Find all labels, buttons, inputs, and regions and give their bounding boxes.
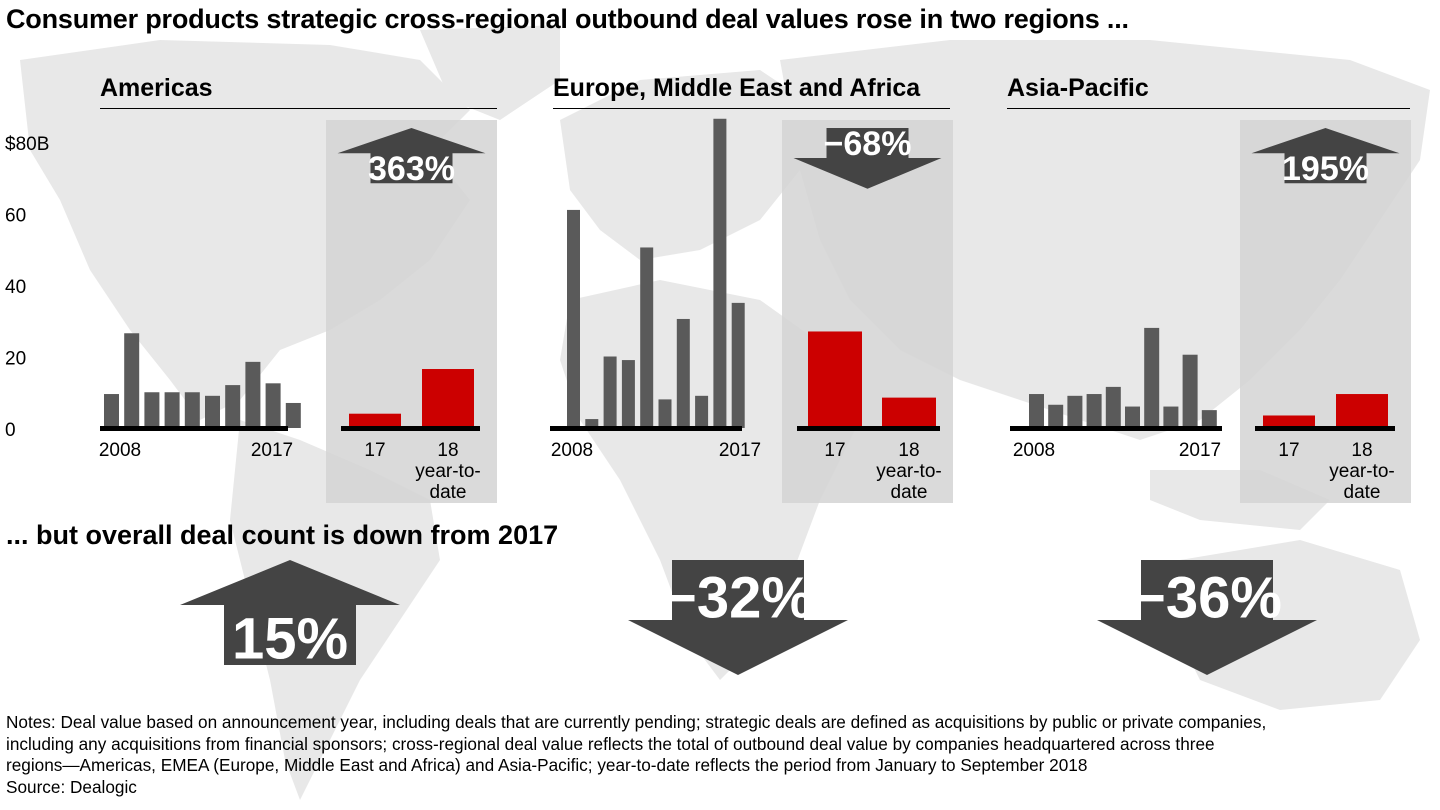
comparison-bar-americas-17 [349,413,401,428]
comparison-axis-apac [1255,426,1395,431]
value-change-arrow-emea [793,128,942,189]
y-tick-label: 40 [5,277,26,298]
comparison-axis-emea [797,426,940,431]
y-tick-label: 60 [5,206,26,227]
history-bar-apac-2012 [1105,386,1121,428]
history-bar-emea-2010 [603,356,617,428]
comparison-category-label: 17 [364,440,385,461]
history-bar-emea-2014 [676,318,690,428]
comparison-category-sublabel: year-to- [415,461,480,482]
history-bar-americas-2016 [265,383,281,428]
history-bar-emea-2017 [731,302,745,428]
deal-count-arrow-americas [180,560,400,665]
notes-line: Notes: Deal value based on announcement … [6,712,1267,732]
history-axis-apac [1010,426,1222,431]
x-tick-label: 2017 [719,440,761,461]
history-bar-apac-2015 [1163,406,1179,428]
history-bar-apac-2008 [1029,394,1044,428]
history-bar-apac-2016 [1182,354,1198,428]
history-bar-americas-2017 [285,402,301,428]
deal-count-arrow-americas-label: 15% [232,607,348,672]
comparison-axis-americas [341,426,480,431]
comparison-bar-americas-18 [422,369,474,428]
value-change-arrow-apac [1251,128,1400,184]
x-tick-label: 2017 [251,440,293,461]
history-bar-americas-2013 [205,395,220,428]
x-tick-label: 2017 [1179,440,1221,461]
region-rule-americas [100,108,497,109]
comparison-panel-apac [1240,120,1411,503]
x-tick-label: 2008 [551,440,593,461]
history-bar-americas-2015 [245,361,261,428]
x-tick-label: 2008 [99,440,141,461]
source-line: Source: Dealogic [6,776,137,797]
comparison-bar-apac-18 [1336,394,1388,428]
history-bar-emea-2008 [567,209,580,428]
region-rule-apac [1007,108,1410,109]
y-tick-label: $80B [5,134,49,155]
history-bar-americas-2012 [184,392,200,428]
history-bar-americas-2011 [164,392,180,428]
history-bar-apac-2017 [1201,410,1217,428]
history-bar-emea-2013 [658,399,672,428]
deal-count-arrow-emea-label: −32% [663,565,813,630]
region-title-americas: Americas [100,74,213,102]
history-bar-apac-2013 [1125,406,1140,428]
notes: Notes: Deal value based on announcement … [6,712,1436,798]
notes-line: including any acquisitions from financia… [6,733,1215,754]
comparison-bar-emea-18 [882,397,936,428]
history-bar-apac-2009 [1048,404,1064,428]
region-rule-emea [553,108,950,109]
comparison-category-sublabel: date [430,482,467,503]
comparison-bar-apac-17 [1263,415,1315,428]
value-change-arrow-americas-label: 363% [368,150,455,188]
comparison-category-sublabel: date [891,482,928,503]
comparison-bar-emea-17 [808,331,862,428]
history-bar-americas-2014 [225,385,241,428]
y-tick-label: 20 [5,349,26,370]
history-bar-emea-2016 [713,118,727,428]
comparison-category-label: 17 [1278,440,1299,461]
comparison-panel-americas [326,120,497,503]
value-change-arrow-americas [337,128,486,184]
deal-count-arrow-emea [628,560,848,675]
comparison-category-label: 18 [1351,440,1372,461]
comparison-category-sublabel: year-to- [1329,461,1394,482]
history-bar-americas-2009 [124,333,140,428]
map-europe [560,70,820,260]
comparison-category-label: 18 [898,440,919,461]
history-bar-americas-2010 [144,392,160,428]
region-title-emea: Europe, Middle East and Africa [553,74,921,102]
notes-line: regions—Americas, EMEA (Europe, Middle E… [6,755,1088,775]
history-bar-apac-2011 [1086,394,1102,428]
history-bar-apac-2014 [1144,327,1160,428]
history-axis-americas [100,426,288,431]
history-bar-apac-2010 [1067,395,1083,428]
deal-count-arrow-apac-label: −36% [1132,565,1282,630]
comparison-category-sublabel: date [1344,482,1381,503]
history-bar-americas-2008 [104,394,119,428]
history-bar-emea-2011 [621,360,635,428]
history-bar-emea-2012 [640,247,654,428]
comparison-category-sublabel: year-to- [876,461,941,482]
history-axis-emea [550,426,742,431]
region-title-apac: Asia-Pacific [1007,74,1149,102]
map-greenland [420,25,560,120]
chart-subtitle: ... but overall deal count is down from … [6,520,559,550]
value-change-arrow-apac-label: 195% [1282,150,1369,188]
comparison-category-label: 17 [824,440,845,461]
x-tick-label: 2008 [1013,440,1055,461]
chart-title: Consumer products strategic cross-region… [6,4,1129,34]
deal-count-arrow-apac [1097,560,1317,675]
history-bar-emea-2015 [695,395,709,428]
history-bar-emea-2009 [585,419,599,428]
y-tick-label: 0 [5,420,16,441]
value-change-arrow-emea-label: −68% [824,125,912,163]
comparison-category-label: 18 [437,440,458,461]
